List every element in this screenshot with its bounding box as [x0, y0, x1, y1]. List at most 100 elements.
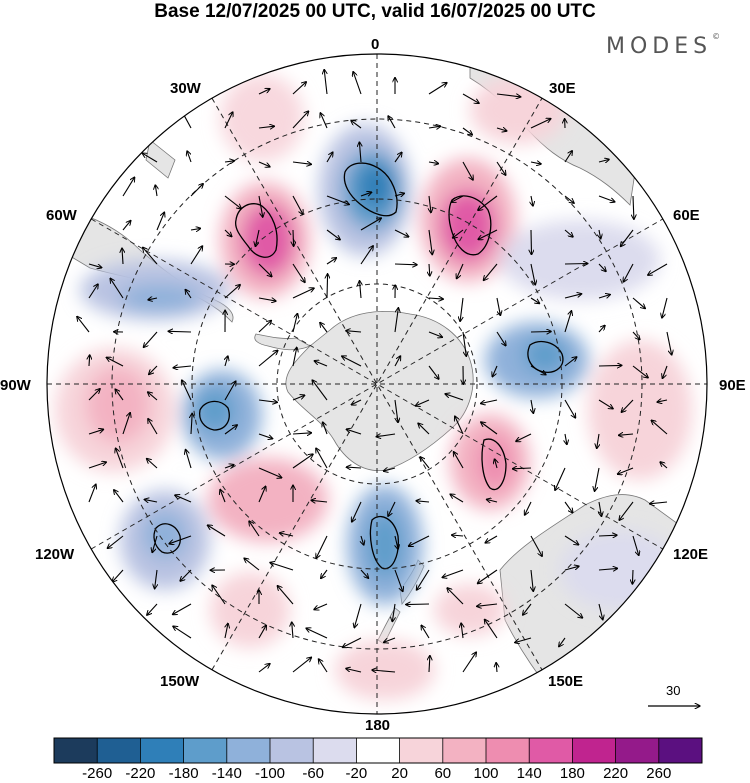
colorbar-swatch: [356, 738, 401, 763]
wind-vector: [660, 462, 668, 469]
colorbar-swatch: [658, 738, 703, 763]
wind-vector: [88, 484, 96, 503]
wind-vector: [353, 72, 362, 95]
wind-vector: [311, 500, 328, 502]
contour: [198, 400, 230, 431]
wind-vector: [326, 229, 340, 240]
wind-vector: [224, 425, 237, 435]
wind-vector: [312, 380, 328, 401]
lon-label-120w: 120W: [35, 546, 75, 563]
contour: [481, 438, 507, 491]
wind-vector: [147, 459, 158, 469]
wind-vector: [258, 89, 270, 95]
wind-vector: [116, 448, 124, 469]
wind-vector: [186, 449, 192, 469]
wind-vector: [617, 467, 634, 474]
colorbar-labels: -260 -220 -180 -140 -100 -60 -20 20 60 100 140 180 2…: [0, 765, 750, 783]
wind-vector: [147, 603, 158, 615]
wind-vector: [486, 499, 498, 502]
anomaly-positive-7: [208, 458, 328, 542]
wind-vector: [461, 623, 463, 639]
wind-vector: [327, 274, 328, 299]
wind-vector: [666, 331, 672, 355]
wind-vector: [187, 151, 192, 163]
wind-vector: [88, 284, 98, 299]
wind-vector: [450, 494, 464, 503]
wind-vector: [530, 535, 542, 556]
wind-vector: [492, 365, 498, 377]
wind-vector: [258, 263, 272, 277]
wind-vector: [428, 162, 439, 164]
wind-vector: [462, 127, 472, 135]
wind-vector: [122, 413, 130, 435]
wind-vector: [354, 603, 362, 628]
wind-vector: [182, 380, 192, 401]
wind-vector: [564, 357, 577, 367]
wind-vector: [185, 289, 192, 299]
wind-vector: [360, 281, 362, 299]
wind-vector: [224, 112, 233, 129]
wind-vector: [394, 152, 402, 163]
wind-vector: [632, 297, 645, 309]
wind-vector: [477, 569, 498, 584]
lon-label-150w: 150W: [160, 673, 200, 690]
wind-vector: [483, 263, 498, 281]
wind-vector: [292, 313, 298, 333]
wind-vector: [148, 298, 158, 300]
wind-vector: [351, 120, 362, 129]
wind-vector: [478, 229, 498, 240]
wind-vector: [648, 263, 668, 275]
colorbar-swatch: [399, 738, 444, 763]
colorbar-tick-label: 60: [434, 765, 452, 782]
wind-vector: [258, 350, 278, 367]
wind-vector: [107, 535, 124, 548]
wind-vector: [564, 294, 582, 299]
wind-vector: [352, 501, 362, 522]
wind-vector: [515, 637, 532, 643]
wind-vector: [599, 501, 602, 517]
wind-vector: [623, 263, 634, 282]
colorbar-swatch: [529, 738, 573, 763]
wind-vector: [496, 663, 497, 673]
wind-vector: [598, 365, 622, 366]
lon-label-90e: 90E: [719, 377, 746, 394]
contour: [343, 162, 398, 217]
wind-vector: [598, 535, 617, 536]
anomaly-positive-10: [434, 584, 506, 636]
wind-vector: [598, 399, 613, 409]
wind-vector: [279, 533, 294, 536]
wind-vector: [155, 569, 157, 589]
anomaly-positive-0: [220, 74, 304, 162]
wind-vector: [598, 295, 610, 299]
wind-vector: [258, 126, 274, 128]
anomaly-positive-4b: [86, 367, 150, 443]
wind-vector: [270, 563, 294, 571]
wind-vector: [346, 669, 362, 673]
wind-vector: [292, 395, 305, 401]
colorbar-outline: [53, 737, 703, 764]
wind-vector: [564, 151, 572, 163]
wind-vector: [559, 637, 566, 647]
wind-vector: [462, 93, 479, 103]
wind-vector: [144, 499, 158, 502]
wind-vector: [346, 429, 362, 435]
wind-vector: [598, 603, 603, 620]
wind-vector: [564, 311, 572, 333]
wind-vector: [191, 413, 192, 435]
wind-vector: [633, 195, 634, 219]
wind-vector: [316, 448, 328, 469]
colorbar-tick-label: 140: [516, 765, 542, 782]
wind-vector: [359, 142, 361, 163]
brand-name: MODES: [606, 34, 713, 59]
contour: [527, 340, 564, 373]
wind-vector: [457, 263, 464, 279]
wind-vector: [292, 433, 312, 434]
wind-vector: [530, 263, 535, 285]
meridian-line: [90, 218, 664, 550]
wind-vector: [564, 566, 579, 571]
wind-vector: [319, 659, 328, 673]
wind-vector: [292, 657, 312, 673]
wind-vector: [321, 569, 328, 579]
anomaly-positive-2b: [440, 190, 496, 262]
wind-vector: [451, 195, 464, 202]
